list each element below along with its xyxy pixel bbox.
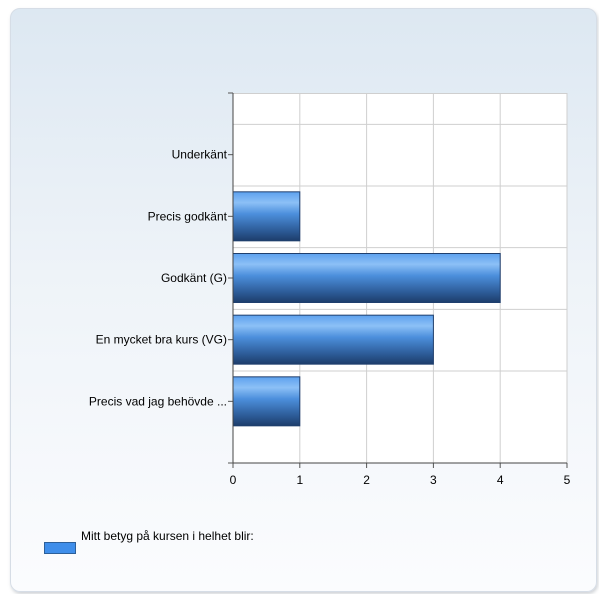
legend-label: Mitt betyg på kursen i helhet blir: (81, 529, 254, 543)
y-tick-label: Precis vad jag behövde ... (89, 394, 227, 408)
bar (232, 314, 434, 365)
x-tick-label: 3 (430, 473, 437, 487)
y-tick-label: En mycket bra kurs (VG) (96, 333, 227, 347)
x-tick-label: 2 (363, 473, 370, 487)
legend-swatch (44, 542, 76, 554)
x-tick-label: 1 (296, 473, 303, 487)
y-tick-label: Godkänt (G) (161, 271, 227, 285)
bar (232, 253, 501, 303)
bar (232, 191, 301, 242)
x-tick-label: 0 (230, 473, 237, 487)
legend: Mitt betyg på kursen i helhet blir: (44, 530, 291, 554)
y-tick-label: Underkänt (172, 148, 228, 162)
bar (232, 376, 301, 427)
x-tick-label: 4 (497, 473, 504, 487)
x-tick-label: 5 (564, 473, 571, 487)
y-tick-label: Precis godkänt (148, 209, 228, 223)
